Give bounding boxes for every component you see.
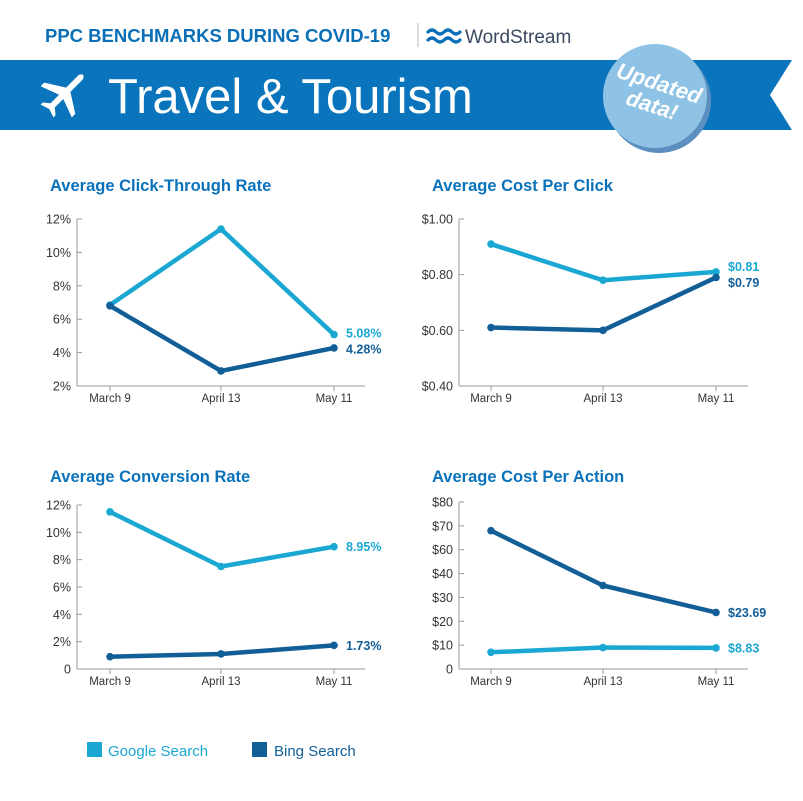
series-line-google-search bbox=[109, 509, 335, 569]
data-point-google-search bbox=[106, 508, 114, 516]
data-point-bing-search bbox=[330, 344, 338, 352]
legend-swatch-bing bbox=[252, 742, 267, 757]
legend-swatch-google bbox=[87, 742, 102, 757]
y-tick-label: 0 bbox=[64, 663, 71, 677]
data-point-google-search bbox=[217, 562, 225, 571]
series-line-bing-search bbox=[108, 303, 335, 374]
page-title: Travel & Tourism bbox=[108, 70, 473, 124]
y-tick-label: $30 bbox=[432, 591, 453, 605]
chart-1: $0.40 $0.60 $0.80 $1.00 March 9 April 13 May 1… bbox=[422, 213, 760, 406]
y-tick-label: 6% bbox=[53, 581, 71, 595]
data-point-bing-search bbox=[217, 367, 225, 375]
end-value-label: 4.28% bbox=[346, 343, 381, 357]
y-tick-label: $0.40 bbox=[422, 380, 453, 394]
updated-data-badge: Updated data! bbox=[603, 44, 711, 153]
y-tick-label: 6% bbox=[53, 313, 71, 327]
chart-title-cvr: Average Conversion Rate bbox=[50, 468, 250, 486]
y-tick-label: 10% bbox=[46, 246, 71, 260]
end-value-label: 8.95% bbox=[346, 540, 381, 554]
data-point-bing-search bbox=[217, 650, 225, 658]
x-tick-label: March 9 bbox=[89, 393, 131, 405]
y-tick-label: 2% bbox=[53, 635, 71, 649]
y-tick-label: $20 bbox=[432, 615, 453, 629]
legend-label-bing: Bing Search bbox=[274, 743, 356, 760]
x-tick-label: March 9 bbox=[470, 393, 512, 405]
wordstream-waves-logo bbox=[426, 28, 462, 44]
y-tick-label: 12% bbox=[46, 213, 71, 227]
end-value-label: $8.83 bbox=[728, 641, 759, 655]
end-value-label: $0.81 bbox=[728, 260, 759, 274]
series-line-bing-search bbox=[490, 528, 717, 615]
x-tick-label: April 13 bbox=[202, 676, 241, 688]
x-tick-label: April 13 bbox=[584, 676, 623, 688]
kicker-title: PPC BENCHMARKS DURING COVID-19 bbox=[45, 25, 390, 46]
y-tick-label: $40 bbox=[432, 567, 453, 581]
end-value-label: 5.08% bbox=[346, 327, 381, 341]
y-tick-label: 8% bbox=[53, 279, 71, 293]
y-tick-label: 8% bbox=[53, 553, 71, 567]
y-tick-label: $80 bbox=[432, 496, 453, 510]
y-tick-label: $0.60 bbox=[422, 324, 453, 338]
data-point-bing-search bbox=[599, 326, 607, 335]
charts: 2% 4% 6% 8% 10% 12% March 9 April 13 May 11 5.08%… bbox=[46, 213, 766, 689]
y-tick-label: $0.80 bbox=[422, 268, 453, 282]
data-point-bing-search bbox=[330, 641, 338, 650]
y-tick-label: $1.00 bbox=[422, 213, 453, 227]
data-point-google-search bbox=[217, 225, 225, 233]
data-point-google-search bbox=[330, 330, 338, 339]
end-value-label: 1.73% bbox=[346, 639, 381, 653]
chart-title-cpa: Average Cost Per Action bbox=[432, 468, 624, 486]
airplane-icon bbox=[40, 74, 84, 118]
chart-title-ctr: Average Click-Through Rate bbox=[50, 177, 271, 195]
data-point-google-search bbox=[487, 240, 495, 248]
x-tick-label: May 11 bbox=[698, 676, 735, 688]
title-banner bbox=[0, 60, 792, 130]
x-tick-label: March 9 bbox=[89, 676, 131, 688]
y-tick-label: 0 bbox=[446, 663, 453, 677]
data-point-bing-search bbox=[487, 526, 495, 535]
end-value-label: $0.79 bbox=[728, 276, 759, 290]
y-tick-label: 2% bbox=[53, 380, 71, 394]
data-point-google-search bbox=[712, 268, 720, 276]
x-tick-label: April 13 bbox=[202, 393, 241, 405]
legend: Google Search Bing Search bbox=[87, 742, 356, 760]
data-point-bing-search bbox=[712, 608, 720, 617]
y-tick-label: $60 bbox=[432, 543, 453, 557]
x-tick-label: May 11 bbox=[698, 393, 735, 405]
y-tick-label: 4% bbox=[53, 346, 71, 360]
chart-title-cpc: Average Cost Per Click bbox=[432, 177, 614, 195]
legend-label-google: Google Search bbox=[108, 743, 208, 760]
data-point-google-search bbox=[599, 276, 607, 285]
x-tick-label: April 13 bbox=[584, 393, 623, 405]
chart-0: 2% 4% 6% 8% 10% 12% March 9 April 13 May 11 5.08%… bbox=[46, 213, 381, 406]
chart-2: 0 2% 4% 6% 8% 10% 12% March 9 April 13 May 11 8.95… bbox=[46, 499, 381, 689]
data-point-bing-search bbox=[106, 302, 114, 310]
data-point-google-search bbox=[487, 648, 495, 657]
data-point-bing-search bbox=[599, 581, 607, 590]
brand-name: WordStream bbox=[465, 27, 571, 48]
y-tick-label: $10 bbox=[432, 639, 453, 653]
data-point-bing-search bbox=[712, 273, 720, 282]
series-line-bing-search bbox=[490, 275, 717, 333]
data-point-bing-search bbox=[106, 652, 114, 661]
end-value-label: $23.69 bbox=[728, 606, 766, 620]
data-point-bing-search bbox=[487, 323, 495, 332]
series-line-google-search bbox=[490, 241, 717, 283]
y-tick-label: 4% bbox=[53, 608, 71, 622]
y-tick-label: $70 bbox=[432, 519, 453, 533]
series-line-google-search bbox=[108, 226, 336, 337]
y-tick-label: 12% bbox=[46, 499, 71, 513]
data-point-google-search bbox=[712, 644, 720, 652]
data-point-google-search bbox=[599, 643, 607, 652]
data-point-google-search bbox=[330, 542, 338, 551]
x-tick-label: May 11 bbox=[316, 393, 353, 405]
x-tick-label: March 9 bbox=[470, 676, 512, 688]
x-tick-label: May 11 bbox=[316, 676, 353, 688]
y-tick-label: 10% bbox=[46, 526, 71, 540]
chart-3: 0 $10 $20 $30 $40 $60 $70 $80 March 9 April 13 May… bbox=[432, 496, 766, 689]
